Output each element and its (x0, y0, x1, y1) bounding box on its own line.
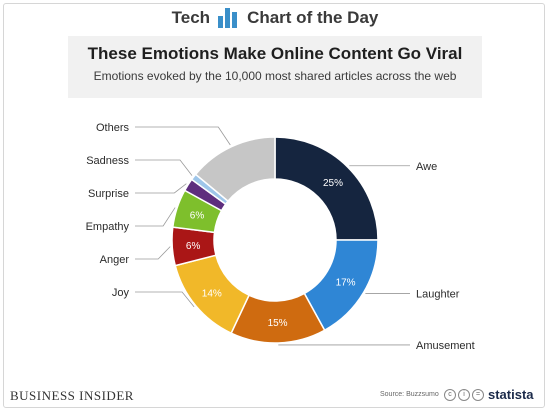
category-label-laughter: Laughter (416, 288, 460, 300)
brand-chart-of-the-day: Chart of the Day (247, 8, 379, 27)
business-insider-logo: BUSINESS INSIDER (10, 388, 134, 403)
category-label-others: Others (96, 122, 130, 134)
slice-others (194, 136, 276, 203)
category-label-joy: Joy (112, 287, 130, 299)
source-note: Source: Buzzsumo (380, 391, 439, 398)
chart-title: These Emotions Make Online Content Go Vi… (87, 44, 463, 63)
callout-line-empathy (135, 207, 176, 227)
bar-chart-icon (218, 8, 239, 28)
callout-line-others (135, 126, 231, 146)
creative-commons-icons: c i = (444, 389, 486, 401)
brand-tech: Tech (171, 8, 211, 27)
category-label-awe: Awe (416, 161, 437, 173)
value-label-joy: 14% (202, 288, 222, 299)
brand-header: Tech Chart of the Day (0, 0, 550, 36)
cc-icon: c (444, 389, 456, 401)
category-label-sadness: Sadness (86, 155, 129, 167)
callout-line-joy (135, 291, 195, 308)
value-label-amusement: 15% (268, 318, 288, 329)
value-label-laughter: 17% (336, 278, 356, 289)
value-label-awe: 25% (323, 178, 343, 189)
category-label-surprise: Surprise (88, 188, 129, 200)
value-label-empathy: 6% (190, 211, 205, 222)
category-label-empathy: Empathy (86, 221, 130, 233)
footer: BUSINESS INSIDER Source: Buzzsumo c i = … (10, 384, 540, 406)
value-label-anger: 6% (186, 241, 201, 252)
no-derivatives-icon: = (472, 389, 484, 401)
category-label-anger: Anger (100, 254, 130, 266)
callout-line-surprise (135, 183, 187, 194)
title-band: These Emotions Make Online Content Go Vi… (68, 36, 482, 98)
slice-awe (274, 136, 379, 241)
statista-logo: statista (488, 387, 534, 402)
callout-line-sadness (135, 159, 193, 176)
callout-line-anger (135, 246, 171, 260)
category-label-amusement: Amusement (416, 340, 475, 352)
attribution-icon: i (458, 389, 470, 401)
chart-subtitle: Emotions evoked by the 10,000 most share… (93, 69, 457, 83)
